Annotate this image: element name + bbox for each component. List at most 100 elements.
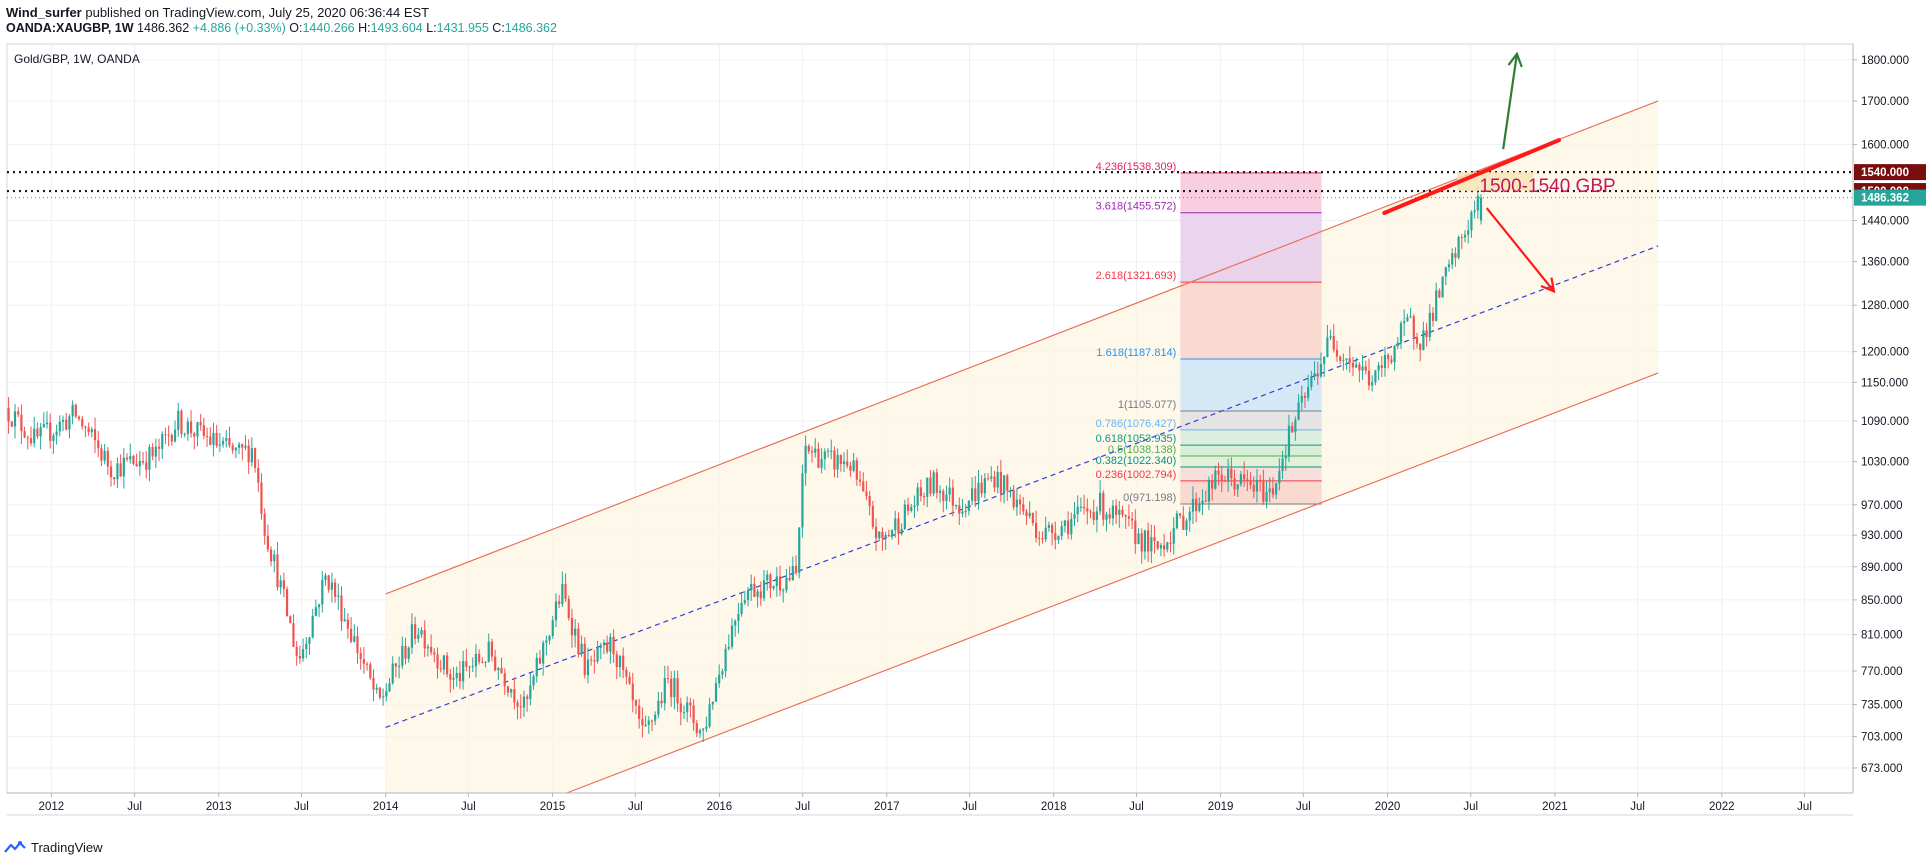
candle-body [180,410,183,435]
candle-body [1169,542,1172,544]
candle-body [1329,336,1332,338]
price-tick-label: 810.000 [1861,630,1903,642]
candle-body [388,683,391,692]
price-tick-label: 673.000 [1861,763,1903,775]
candle-body [1438,290,1441,298]
candle-body [1467,230,1470,235]
candle-body [1172,528,1175,544]
candle-body [1399,323,1403,343]
candle-body [244,445,247,448]
candle-body [353,636,356,642]
close-value: 1486.362 [504,21,557,35]
candle-body [798,527,801,573]
candle-body [1079,506,1082,508]
candle-body [849,465,852,471]
candle-body [590,659,593,661]
candle-body [212,432,215,445]
candle-body [894,518,897,531]
candle-body [202,425,205,436]
candle-body [750,583,753,591]
candle-body [1406,317,1409,322]
time-tick-label: Jul [294,801,309,813]
ohlc-legend: OANDA:XAUGBP, 1W 1486.362 +4.886 (+0.33%… [6,21,557,35]
candle-body [1095,511,1099,521]
candle-body [916,487,919,506]
author-name[interactable]: Wind_surfer [6,5,82,20]
candle-body [266,535,269,550]
candle-body [692,705,695,724]
fib-band [1180,429,1322,446]
candle-body [698,730,702,734]
candle-body [17,411,20,415]
candle-body [839,454,842,465]
candle-body [138,460,141,467]
candle-body [375,687,378,690]
close-label: C: [492,21,505,35]
channel-fill [385,100,1659,793]
candle-body [1451,253,1454,265]
candle-body [1310,376,1313,387]
candle-body [324,575,327,581]
fib-level-label: 0(971.198) [1123,492,1176,504]
candle-body [1115,505,1118,515]
candle-body [631,683,634,701]
candle-body [673,678,676,698]
arrow-head [1507,51,1523,68]
candle-body [1047,525,1050,528]
candle-body [1236,484,1239,490]
candle-body [1246,479,1249,482]
price-tick-label: 1280.000 [1861,300,1909,312]
time-tick-label: 2021 [1542,801,1568,813]
candle-body [775,576,778,587]
candle-body [33,428,36,444]
candle-body [337,595,340,597]
brand-label[interactable]: TradingView [31,839,103,855]
candle-body [977,482,980,502]
fib-level-label: 0.236(1002.794) [1096,469,1177,481]
candle-body [833,450,836,470]
candle-body [846,461,849,466]
candle-body [983,478,986,494]
candle-body [436,654,439,669]
candle-body [68,416,71,430]
candle-body [135,463,138,467]
candle-body [177,410,180,430]
candle-body [1425,330,1428,338]
candle-body [679,703,682,713]
candle-body [1089,511,1092,513]
candle-body [609,636,612,652]
candle-body [954,505,958,507]
candle-body [897,518,900,534]
candle-body [1403,321,1406,324]
candle-body [577,628,580,654]
fib-level-label: 0.382(1022.340) [1096,455,1177,467]
candle-body [1063,520,1066,526]
candle-body [1179,513,1182,516]
candle-body [766,574,769,581]
candle-body [433,652,436,655]
candle-body [1361,366,1364,371]
time-tick-label: 2016 [707,801,733,813]
candle-body [394,663,398,667]
candle-body [561,583,564,605]
candle-body [545,640,548,643]
candle-body [116,463,119,480]
candle-body [612,636,615,655]
candle-body [1214,470,1217,489]
candle-body [1006,475,1009,491]
candle-body [826,450,830,452]
candle-body [189,421,193,434]
candle-body [913,505,916,508]
candle-body [87,427,90,433]
candle-body [446,655,449,675]
candle-body [305,643,308,650]
candle-body [247,445,250,463]
candle-body [1182,515,1185,530]
candle-body [519,706,522,708]
candle-body [474,653,478,667]
candle-body [1278,470,1281,484]
candle-body [628,676,631,684]
candle-body [145,462,148,470]
candle-body [410,624,414,648]
